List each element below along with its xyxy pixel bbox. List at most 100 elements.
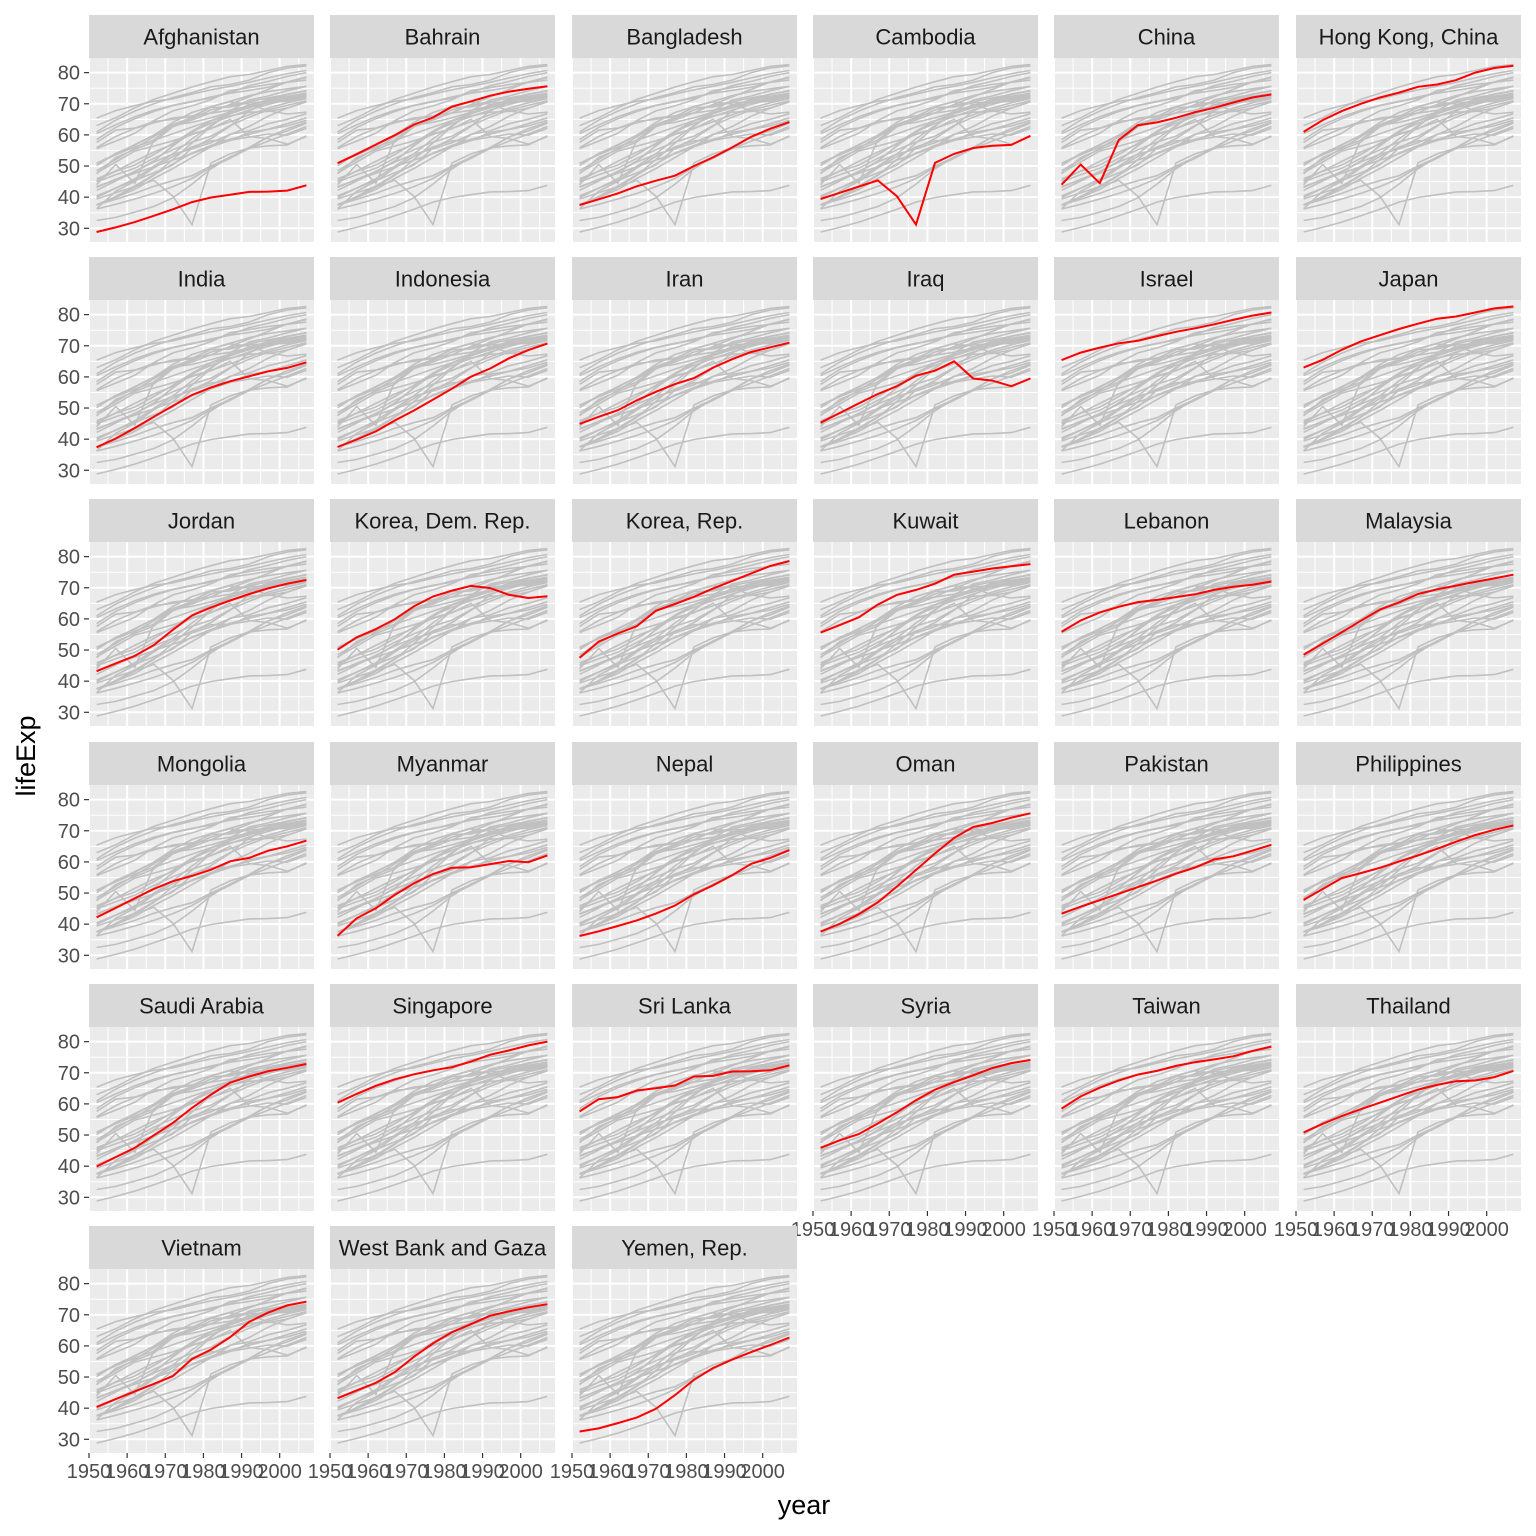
background-series-line [820, 569, 1031, 690]
facet-strip [1296, 257, 1521, 300]
x-tick-label: 1960 [829, 1219, 874, 1241]
facet-strip-label: Malaysia [1365, 509, 1453, 534]
background-series-line [820, 1091, 1031, 1179]
background-series-line [1061, 852, 1272, 949]
background-series-line [579, 852, 790, 949]
background-series-line [1061, 92, 1272, 188]
background-series-line [96, 307, 307, 375]
background-series-line [1061, 321, 1272, 392]
background-series-line [820, 803, 1031, 868]
background-series-line [579, 343, 790, 407]
background-series-line [579, 911, 790, 960]
highlight-series-line [337, 1303, 548, 1400]
facet-strip-label: Cambodia [875, 25, 976, 50]
background-series-line [337, 1064, 548, 1113]
background-series-line [96, 364, 307, 452]
facet-strip-label: China [1138, 25, 1196, 50]
background-series-line [96, 321, 307, 392]
background-series-line [1303, 852, 1514, 949]
background-series-line [337, 1061, 548, 1157]
background-series-line [96, 331, 307, 414]
background-series-line [96, 606, 307, 694]
background-series-line [1303, 911, 1514, 960]
background-series-line [579, 1311, 790, 1417]
background-series-line [96, 1094, 307, 1191]
facet-panel: Singapore [329, 984, 555, 1211]
background-series-line [820, 79, 1031, 150]
background-series-line [1061, 1032, 1272, 1096]
background-series-line [1303, 849, 1514, 937]
facet-panel: Hong Kong, China [1295, 15, 1521, 242]
y-tick-label: 60 [58, 1094, 80, 1116]
x-tick-label: 1960 [588, 1461, 633, 1483]
x-tick-label: 1990 [943, 1219, 988, 1241]
background-series-line [579, 1091, 790, 1179]
background-series-line [96, 1395, 307, 1444]
facet-strip-label: Hong Kong, China [1319, 25, 1500, 50]
facet-strip [813, 499, 1038, 542]
background-series-line [1061, 828, 1272, 892]
background-series-line [1061, 792, 1272, 860]
x-tick-label: 1980 [1388, 1219, 1433, 1241]
background-series-line [820, 1032, 1031, 1096]
background-series-line [1061, 1086, 1272, 1157]
background-series-line [579, 583, 790, 667]
facet-strip-label: Pakistan [1124, 752, 1208, 777]
background-series-line [820, 796, 1031, 846]
highlight-series-line [579, 341, 790, 425]
background-series-line [337, 583, 548, 667]
background-series-line [579, 819, 790, 915]
background-series-line [579, 89, 790, 172]
background-series-line [1061, 668, 1272, 717]
background-series-line [579, 1032, 790, 1096]
background-series-line [96, 100, 307, 206]
background-series-line [96, 1306, 307, 1355]
background-series-line [820, 1068, 1031, 1152]
background-series-line [96, 125, 307, 222]
highlight-series-line [337, 85, 548, 165]
facet-panel: Iraq [812, 257, 1038, 484]
facet-panel: Pakistan [1053, 742, 1279, 969]
background-series-line [337, 69, 548, 119]
background-series-line [337, 828, 548, 892]
background-series-line [820, 63, 1031, 127]
facet-strip-label: Afghanistan [143, 25, 259, 50]
background-series-line [337, 359, 548, 430]
background-series-line [579, 95, 790, 144]
background-series-line [96, 1091, 307, 1179]
background-series-line [1061, 341, 1272, 425]
background-series-line [96, 85, 307, 206]
facet-panel: Malaysia [1295, 499, 1521, 726]
background-series-line [579, 305, 790, 369]
background-series-line [96, 796, 307, 846]
facet-strip-label: West Bank and Gaza [339, 1236, 547, 1261]
background-series-line [337, 1048, 548, 1119]
background-series-line [1061, 125, 1272, 222]
background-series-line [337, 89, 548, 172]
background-series-line [337, 844, 548, 915]
background-series-line [1303, 585, 1514, 649]
background-series-line [337, 79, 548, 150]
background-series-line [820, 573, 1031, 656]
background-series-line [820, 1086, 1031, 1157]
facet-strip-label: Jordan [168, 509, 235, 534]
background-series-line [96, 1058, 307, 1141]
x-tick-label: 1970 [1350, 1219, 1395, 1241]
background-series-line [820, 606, 1031, 694]
background-series-line [1061, 426, 1272, 475]
facet-strip [1296, 499, 1521, 542]
background-series-line [579, 828, 790, 892]
background-series-line [96, 1153, 307, 1202]
x-tick-label: 1950 [67, 1461, 112, 1483]
background-series-line [96, 311, 307, 361]
background-series-line [820, 827, 1031, 933]
highlight-series-line [1303, 305, 1514, 369]
background-series-line [579, 1070, 790, 1134]
y-tick-label: 40 [58, 429, 80, 451]
facet-panel: Afghanistan 30 40 50 60 70 80 [58, 15, 314, 242]
background-series-line [1061, 99, 1272, 183]
background-series-line [1303, 184, 1514, 233]
background-series-line [96, 1069, 307, 1175]
facet-strip [1054, 742, 1279, 785]
